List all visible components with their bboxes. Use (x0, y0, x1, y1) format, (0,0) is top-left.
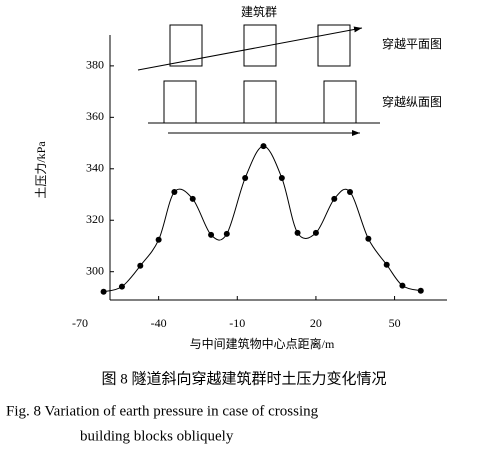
point (347, 188, 354, 195)
x-axis-label: 与中间建筑物中心点距离/m (190, 336, 335, 351)
point (383, 261, 390, 268)
point (223, 230, 230, 237)
point (137, 262, 144, 269)
point (208, 231, 215, 238)
caption-cn: 图 8 隧道斜向穿越建筑群时土压力变化情况 (101, 370, 386, 387)
y-axis-label: 土压力/kPa (34, 141, 48, 199)
x-tick-label: -40 (151, 316, 167, 330)
point (155, 236, 162, 243)
y-tick-label: 340 (86, 161, 104, 175)
y-tick-label: 300 (86, 263, 104, 277)
x-tick-label: -70 (72, 316, 88, 330)
x-tick-label: -10 (229, 316, 245, 330)
point (312, 229, 319, 236)
caption-en: Fig. 8 Variation of earth pressure in ca… (6, 403, 319, 419)
annotation: 建筑群 (241, 4, 277, 19)
annotation: 穿越平面图 (382, 36, 442, 51)
point (260, 143, 267, 150)
x-tick-label: 50 (389, 316, 401, 330)
x-tick-label: 20 (310, 316, 322, 330)
caption-en: building blocks obliquely (80, 428, 234, 444)
point (294, 229, 301, 236)
y-tick-label: 380 (86, 58, 104, 72)
annotation: 穿越纵面图 (382, 94, 442, 109)
point (118, 283, 125, 290)
point (399, 282, 406, 289)
y-tick-label: 320 (86, 212, 104, 226)
point (365, 235, 372, 242)
schematic (137, 24, 380, 136)
point (171, 188, 178, 195)
point (189, 195, 196, 202)
point (331, 195, 338, 202)
point (417, 287, 424, 294)
point (242, 175, 249, 182)
point (278, 175, 285, 182)
point (100, 288, 107, 295)
line (103, 145, 421, 293)
y-tick-label: 360 (86, 109, 104, 123)
